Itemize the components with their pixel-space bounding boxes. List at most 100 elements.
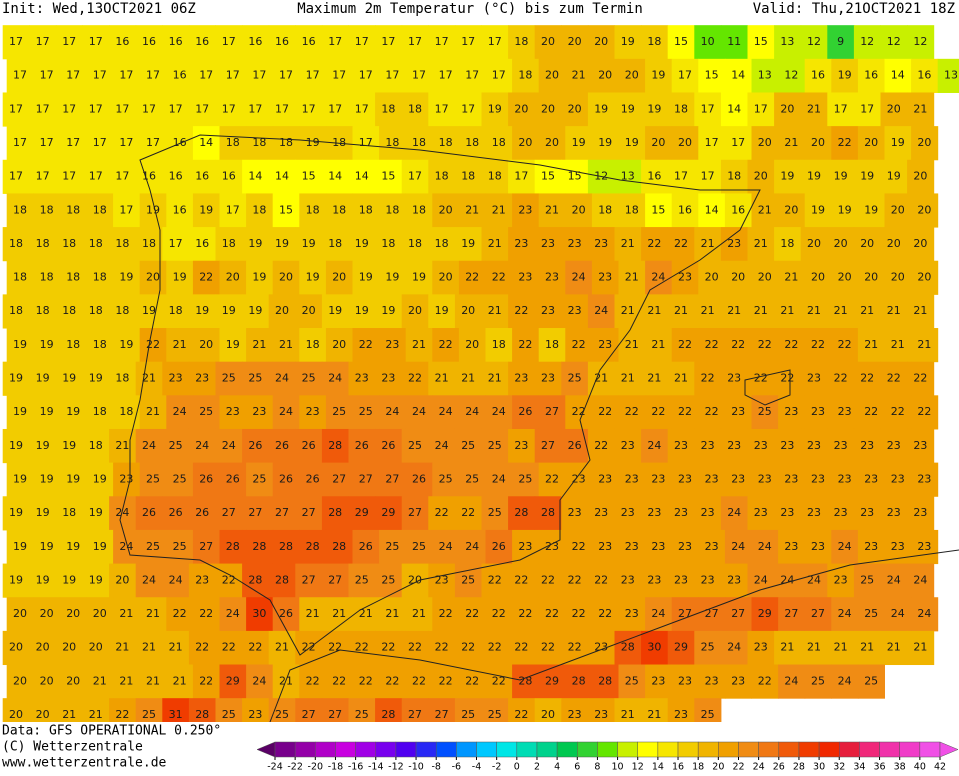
- temp-cell: [534, 92, 562, 127]
- temp-label: 23: [625, 540, 639, 553]
- temp-cell: [29, 563, 57, 598]
- temp-cell: [907, 428, 935, 464]
- temp-label: 21: [780, 641, 794, 654]
- temp-label: 25: [142, 708, 156, 721]
- temp-cell: [2, 159, 30, 194]
- temp-label: 21: [758, 203, 772, 216]
- temp-label: 23: [678, 674, 692, 687]
- temp-label: 17: [142, 102, 156, 115]
- temp-label: 22: [359, 674, 373, 687]
- temp-label: 22: [488, 641, 502, 654]
- temp-label: 22: [647, 237, 661, 250]
- temp-cell: [853, 294, 881, 329]
- temp-label: 21: [784, 136, 798, 149]
- temp-label: 21: [887, 304, 901, 317]
- temp-label: 17: [465, 69, 479, 82]
- temp-cell: [724, 395, 752, 430]
- temp-cell: [113, 58, 141, 93]
- temp-cell: [720, 496, 748, 531]
- temp-cell: [454, 25, 482, 60]
- temp-cell: [778, 126, 806, 161]
- temp-cell: [880, 630, 908, 666]
- temp-label: 19: [302, 237, 316, 250]
- temp-cell: [800, 361, 828, 396]
- temp-cell: [720, 227, 748, 262]
- temp-cell: [348, 496, 376, 531]
- temp-cell: [485, 597, 513, 632]
- temp-cell: [831, 395, 859, 430]
- temp-cell: [348, 563, 376, 598]
- temp-label: 21: [385, 607, 399, 620]
- temp-cell: [534, 227, 562, 262]
- temp-cell: [352, 462, 380, 497]
- temp-label: 26: [195, 506, 209, 519]
- temp-label: 12: [887, 35, 901, 48]
- temp-cell: [724, 193, 752, 228]
- temp-cell: [618, 395, 646, 430]
- temp-label: 16: [248, 35, 262, 48]
- temp-cell: [2, 698, 30, 722]
- temp-cell: [857, 664, 885, 699]
- temp-cell: [857, 529, 885, 565]
- temp-cell: [698, 58, 726, 93]
- colorbar-segment: [435, 741, 457, 758]
- colorbar-segment: [879, 741, 900, 758]
- temp-cell: [2, 496, 30, 531]
- temp-cell: [853, 159, 881, 194]
- mallorca: [744, 369, 791, 406]
- temp-cell: [857, 328, 885, 363]
- temp-label: 23: [917, 472, 931, 485]
- temp-label: 17: [115, 102, 129, 115]
- temp-cell: [242, 227, 270, 262]
- temp-cell: [565, 193, 593, 228]
- temp-cell: [614, 294, 642, 329]
- temp-label: 23: [545, 271, 559, 284]
- temp-cell: [481, 294, 509, 329]
- temp-cell: [325, 260, 353, 295]
- temp-label: 23: [385, 338, 399, 351]
- temp-cell: [268, 630, 296, 666]
- colorbar-segment: [315, 741, 336, 758]
- temp-label: 18: [93, 203, 107, 216]
- temp-cell: [587, 227, 615, 262]
- temp-cell: [884, 462, 912, 497]
- temp-cell: [481, 563, 509, 598]
- temp-cell: [911, 597, 939, 632]
- temp-cell: [827, 25, 855, 60]
- temp-cell: [671, 328, 699, 363]
- temp-cell: [667, 159, 695, 194]
- temp-label: 22: [514, 573, 528, 586]
- temp-label: 17: [408, 170, 422, 183]
- temp-label: 24: [727, 506, 741, 519]
- temp-cell: [831, 328, 859, 363]
- temp-label: 19: [199, 203, 213, 216]
- temp-cell: [458, 529, 486, 565]
- temp-cell: [565, 58, 593, 93]
- temp-label: 23: [811, 405, 825, 418]
- temp-label: 18: [93, 338, 107, 351]
- temp-cell: [246, 462, 274, 497]
- temp-label: 10: [701, 35, 715, 48]
- temp-cell: [295, 496, 323, 531]
- temp-label: 22: [838, 338, 852, 351]
- temp-label: 20: [332, 271, 346, 284]
- temp-cell: [485, 193, 513, 228]
- temp-cell: [778, 193, 806, 228]
- temp-cell: [215, 159, 243, 194]
- temp-label: 17: [195, 102, 209, 115]
- temp-cell: [618, 260, 646, 295]
- temp-label: 19: [142, 304, 156, 317]
- temp-cell: [219, 597, 247, 632]
- temp-label: 15: [568, 170, 582, 183]
- temp-label: 21: [62, 708, 76, 721]
- temp-cell: [109, 159, 137, 194]
- temp-label: 14: [355, 170, 369, 183]
- temp-label: 24: [119, 540, 133, 553]
- temp-cell: [242, 563, 270, 598]
- temp-cell: [375, 630, 403, 666]
- temp-label: 18: [115, 372, 129, 385]
- temp-cell: [641, 630, 669, 666]
- temp-cell: [831, 462, 859, 497]
- temp-label: 18: [625, 203, 639, 216]
- temp-cell: [379, 462, 407, 497]
